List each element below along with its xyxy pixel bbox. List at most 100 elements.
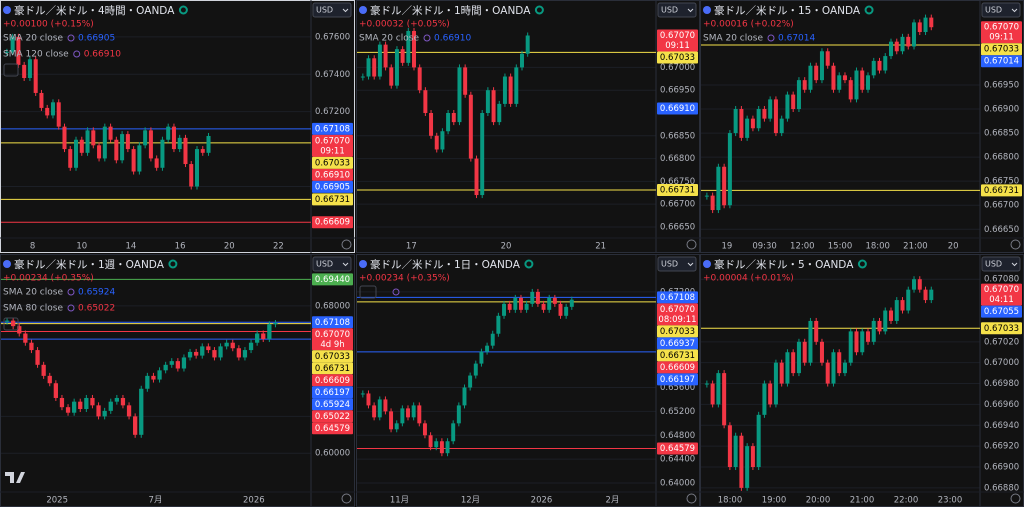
candle	[177, 137, 182, 150]
candle	[114, 139, 119, 161]
candle	[440, 131, 445, 150]
y-tick-label: 0.67000	[984, 358, 1019, 368]
candle	[547, 297, 552, 310]
price-tag	[312, 168, 353, 181]
candle	[377, 44, 382, 77]
collapse-button[interactable]	[359, 285, 377, 299]
price-tag	[981, 21, 1022, 44]
candle	[917, 279, 922, 290]
candle	[27, 59, 32, 78]
x-tick-label: 22:00	[894, 496, 919, 506]
price-tag-label: 0.67055	[984, 307, 1019, 317]
currency-select[interactable]	[981, 2, 1021, 18]
y-tick-label: 0.66980	[984, 379, 1019, 389]
candle	[85, 130, 90, 153]
candle	[518, 297, 523, 310]
candle	[148, 130, 153, 159]
candle	[710, 383, 715, 405]
indicator-settings[interactable]	[67, 304, 75, 312]
candle	[808, 320, 813, 363]
candle	[808, 65, 813, 90]
x-tick-label: 09:30	[752, 242, 777, 252]
price-tag	[312, 316, 353, 329]
candle	[200, 346, 205, 356]
currency-caret	[1011, 262, 1018, 267]
currency-select[interactable]	[657, 2, 697, 18]
indicator-value: 0.65924	[78, 288, 115, 298]
x-tick-label: 18:00	[718, 496, 743, 506]
axis-settings[interactable]	[1010, 239, 1021, 250]
price-tag-label: 0.64579	[660, 444, 695, 454]
indicator-settings[interactable]	[392, 288, 400, 296]
candle	[137, 145, 142, 172]
price-tag-label: 0.67108	[315, 124, 350, 134]
price-tag	[312, 180, 353, 193]
price-tag	[981, 43, 1022, 56]
currency-select[interactable]	[312, 2, 352, 18]
axis-settings[interactable]	[1010, 493, 1021, 504]
candle	[389, 411, 394, 430]
candle	[429, 113, 434, 136]
y-tick-label: 0.60000	[315, 449, 350, 459]
currency-select[interactable]	[981, 256, 1021, 272]
candle	[750, 118, 755, 129]
price-tag	[312, 410, 353, 423]
candle	[535, 291, 540, 304]
price-tag-label: 0.66731	[315, 195, 350, 205]
candle	[372, 405, 377, 418]
candle	[479, 351, 484, 364]
chart-title: 豪ドル／米ドル・1日・OANDA	[370, 258, 521, 271]
indicator-settings[interactable]	[67, 288, 75, 296]
x-tick-label: 14	[126, 242, 137, 252]
candle	[831, 65, 836, 90]
price-tag-label: 0.67108	[660, 293, 695, 303]
axis-settings[interactable]	[686, 493, 697, 504]
candle	[877, 320, 882, 332]
currency-select[interactable]	[312, 256, 352, 272]
axis-settings[interactable]	[341, 239, 352, 250]
candle	[206, 346, 211, 351]
axis-settings[interactable]	[686, 239, 697, 250]
symbol-icon	[703, 6, 711, 14]
currency-select[interactable]	[657, 256, 697, 272]
y-tick-label: 0.64800	[660, 431, 695, 441]
candle	[710, 195, 715, 211]
candle	[406, 408, 410, 418]
axis-settings[interactable]	[341, 493, 352, 504]
collapse-button[interactable]	[3, 63, 19, 77]
candle	[819, 51, 824, 81]
candle	[125, 134, 130, 150]
x-tick-label: 21:00	[850, 496, 875, 506]
indicator-settings[interactable]	[767, 34, 775, 42]
currency-caret	[687, 8, 694, 13]
price-tag-label: 0.66905	[315, 182, 350, 192]
candle	[389, 67, 394, 86]
candle	[16, 36, 21, 65]
collapse-button[interactable]	[3, 317, 19, 331]
price-tag-countdown: 4d 9h	[320, 340, 344, 350]
indicator-settings[interactable]	[73, 50, 81, 58]
x-tick-label: 2026	[243, 496, 265, 506]
price-tag-label: 0.66731	[315, 364, 350, 374]
y-tick-label: 0.66700	[984, 201, 1019, 211]
candle	[35, 350, 40, 365]
candle	[97, 145, 102, 159]
symbol-icon	[3, 6, 11, 14]
candle	[791, 94, 796, 110]
candle	[417, 67, 422, 91]
indicator-settings[interactable]	[423, 34, 431, 42]
candle	[541, 303, 546, 310]
candle	[842, 75, 847, 81]
indicator-settings[interactable]	[67, 34, 75, 42]
symbol-icon	[359, 260, 367, 268]
price-tag	[312, 156, 353, 169]
price-tag-countdown: 09:11	[989, 33, 1014, 43]
price-tag-label: 0.66609	[315, 218, 350, 228]
candle	[230, 342, 235, 349]
chart-panel: 0.672000.656000.652000.648000.644000.640…	[356, 254, 700, 507]
candle	[785, 94, 790, 119]
candle	[745, 446, 750, 488]
candle	[569, 299, 574, 307]
candle	[473, 363, 478, 376]
market-status	[178, 5, 188, 15]
